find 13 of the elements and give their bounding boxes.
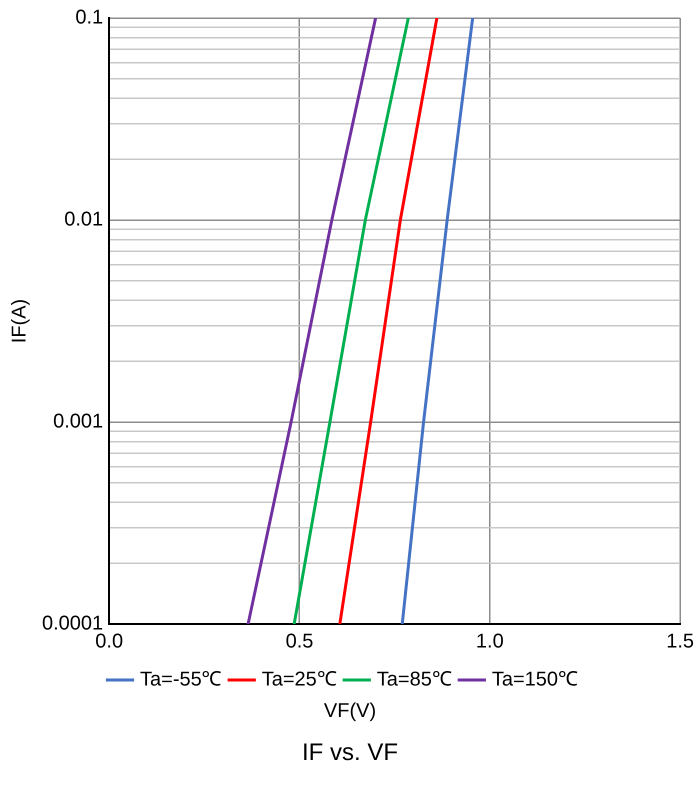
legend-label: Ta=25℃: [262, 668, 337, 691]
y-tick-label: 0.001: [53, 410, 104, 433]
x-tick-label: 1.0: [476, 630, 504, 653]
x-tick-label: 0.5: [286, 630, 314, 653]
y-axis-title: IF(A): [8, 298, 31, 344]
legend-label: Ta=85℃: [376, 668, 452, 691]
text: IF vs. VF: [301, 739, 399, 767]
legend-label: Ta=150℃: [492, 668, 578, 691]
x-tick-label: 1.5: [666, 630, 694, 653]
x-axis-title: VF(V): [322, 700, 378, 723]
y-tick-label: 0.1: [75, 6, 104, 29]
y-tick-label: 0.01: [64, 208, 104, 231]
legend-label: Ta=-55℃: [140, 668, 222, 691]
